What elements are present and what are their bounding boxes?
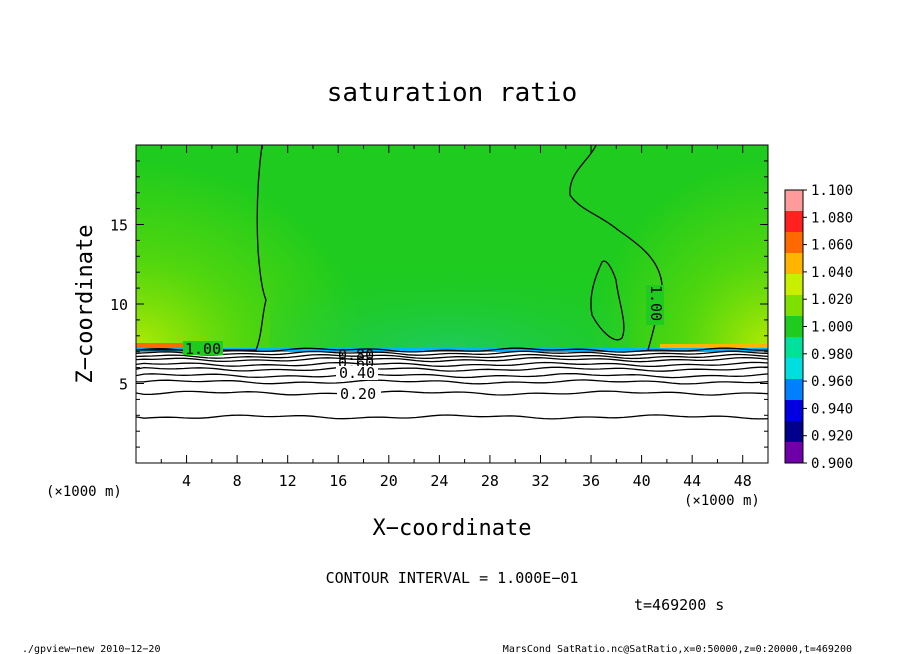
field-edge-right — [660, 344, 768, 348]
colorbar-label: 1.020 — [811, 292, 853, 308]
contour-labels: 1.00 0.80 0.60 0.40 0.20 1.00 — [183, 285, 665, 403]
colorbar-label: 0.920 — [811, 429, 853, 445]
x-tick-label: 48 — [734, 472, 752, 490]
x-axis-label: X−coordinate — [373, 516, 532, 541]
contour-label-bg — [336, 366, 378, 380]
contour-label-bg — [646, 285, 664, 325]
colorbar-label: 0.980 — [811, 347, 853, 363]
colorbar-label: 0.940 — [811, 401, 853, 417]
colorbar-label: 1.040 — [811, 265, 853, 281]
contour-line — [136, 356, 768, 363]
plot-area: 1.00 0.80 0.60 0.40 0.20 1.00 — [136, 145, 768, 463]
colorbar-swatch — [785, 421, 803, 443]
contour-label-right: 1.00 — [647, 285, 665, 321]
contour-interval: CONTOUR INTERVAL = 1.000E−01 — [326, 569, 579, 587]
x-tick-label: 36 — [582, 472, 600, 490]
colorbar-label: 1.100 — [811, 183, 853, 199]
contour-label-bg — [337, 386, 381, 400]
x-unit-label-right: (×1000 m) — [684, 493, 760, 509]
x-unit-label-left: (×1000 m) — [46, 484, 122, 500]
colorbar-swatch — [785, 358, 803, 380]
x-tick-label: 32 — [531, 472, 549, 490]
footer-left: ./gpview−new 2010−12−20 — [22, 644, 160, 654]
x-tick-label: 16 — [329, 472, 347, 490]
x-tick-label: 20 — [380, 472, 398, 490]
colorbar-label: 1.000 — [811, 320, 853, 336]
colorbar-swatch — [785, 379, 803, 401]
field-shading-middle — [270, 230, 630, 351]
x-tick-label: 28 — [481, 472, 499, 490]
colorbar-swatch — [785, 295, 803, 317]
contour-line — [136, 361, 768, 368]
colorbar-label: 1.080 — [811, 210, 853, 226]
y-tick-label: 15 — [110, 217, 128, 235]
contour-line — [136, 366, 768, 372]
colorbar-swatch — [785, 253, 803, 275]
contour-lines — [136, 347, 768, 420]
colorbar-label: 0.960 — [811, 374, 853, 390]
field-edge-left — [136, 343, 184, 348]
x-axis: 4 8 12 16 20 24 28 32 36 40 44 48 — [160, 145, 752, 490]
colorbar-swatch — [785, 190, 803, 212]
contour-line — [136, 350, 768, 356]
x-tick-label: 12 — [279, 472, 297, 490]
contour-label-bg — [183, 341, 223, 355]
y-axis: 5 10 15 — [110, 160, 768, 448]
x-tick-label: 24 — [430, 472, 448, 490]
colorbar-swatch — [785, 337, 803, 359]
colorbar-swatch — [785, 274, 803, 296]
footer-right: MarsCond_SatRatio.nc@SatRatio,x=0:50000,… — [503, 644, 852, 654]
colorbar: 1.100 1.080 1.060 1.040 1.020 1.000 0.980 0.960… — [784, 183, 853, 472]
contour-line — [136, 390, 768, 396]
contour-line — [136, 414, 768, 420]
colorbar-label: 0.900 — [811, 456, 853, 472]
y-tick-label: 10 — [110, 296, 128, 314]
colorbar-swatch — [785, 400, 803, 422]
contour-label-left: 1.00 — [185, 340, 221, 358]
colorbar-swatch — [785, 211, 803, 233]
contour-1.00-left — [136, 145, 267, 351]
contour-label-080: 0.80 — [338, 346, 374, 364]
colorbar-swatch — [785, 232, 803, 254]
contour-line — [136, 379, 768, 385]
contour-line — [136, 353, 768, 360]
contour-label-020: 0.20 — [340, 385, 376, 403]
x-tick-label: 40 — [633, 472, 651, 490]
y-axis-label: Z−coordinate — [73, 225, 98, 384]
contour-line — [136, 372, 768, 379]
subsaturated-region — [136, 352, 768, 463]
contour-label-040: 0.40 — [339, 364, 375, 382]
time-label: t=469200 s — [634, 596, 724, 614]
x-tick-label: 44 — [683, 472, 701, 490]
x-tick-label: 8 — [233, 472, 242, 490]
colorbar-label: 1.060 — [811, 238, 853, 254]
chart-title: saturation ratio — [327, 78, 577, 108]
contour-1.00-pocket — [590, 260, 625, 341]
colorbar-swatch — [785, 442, 803, 464]
y-tick-label: 5 — [119, 376, 128, 394]
colorbar-swatch — [785, 316, 803, 338]
x-tick-label: 4 — [182, 472, 191, 490]
